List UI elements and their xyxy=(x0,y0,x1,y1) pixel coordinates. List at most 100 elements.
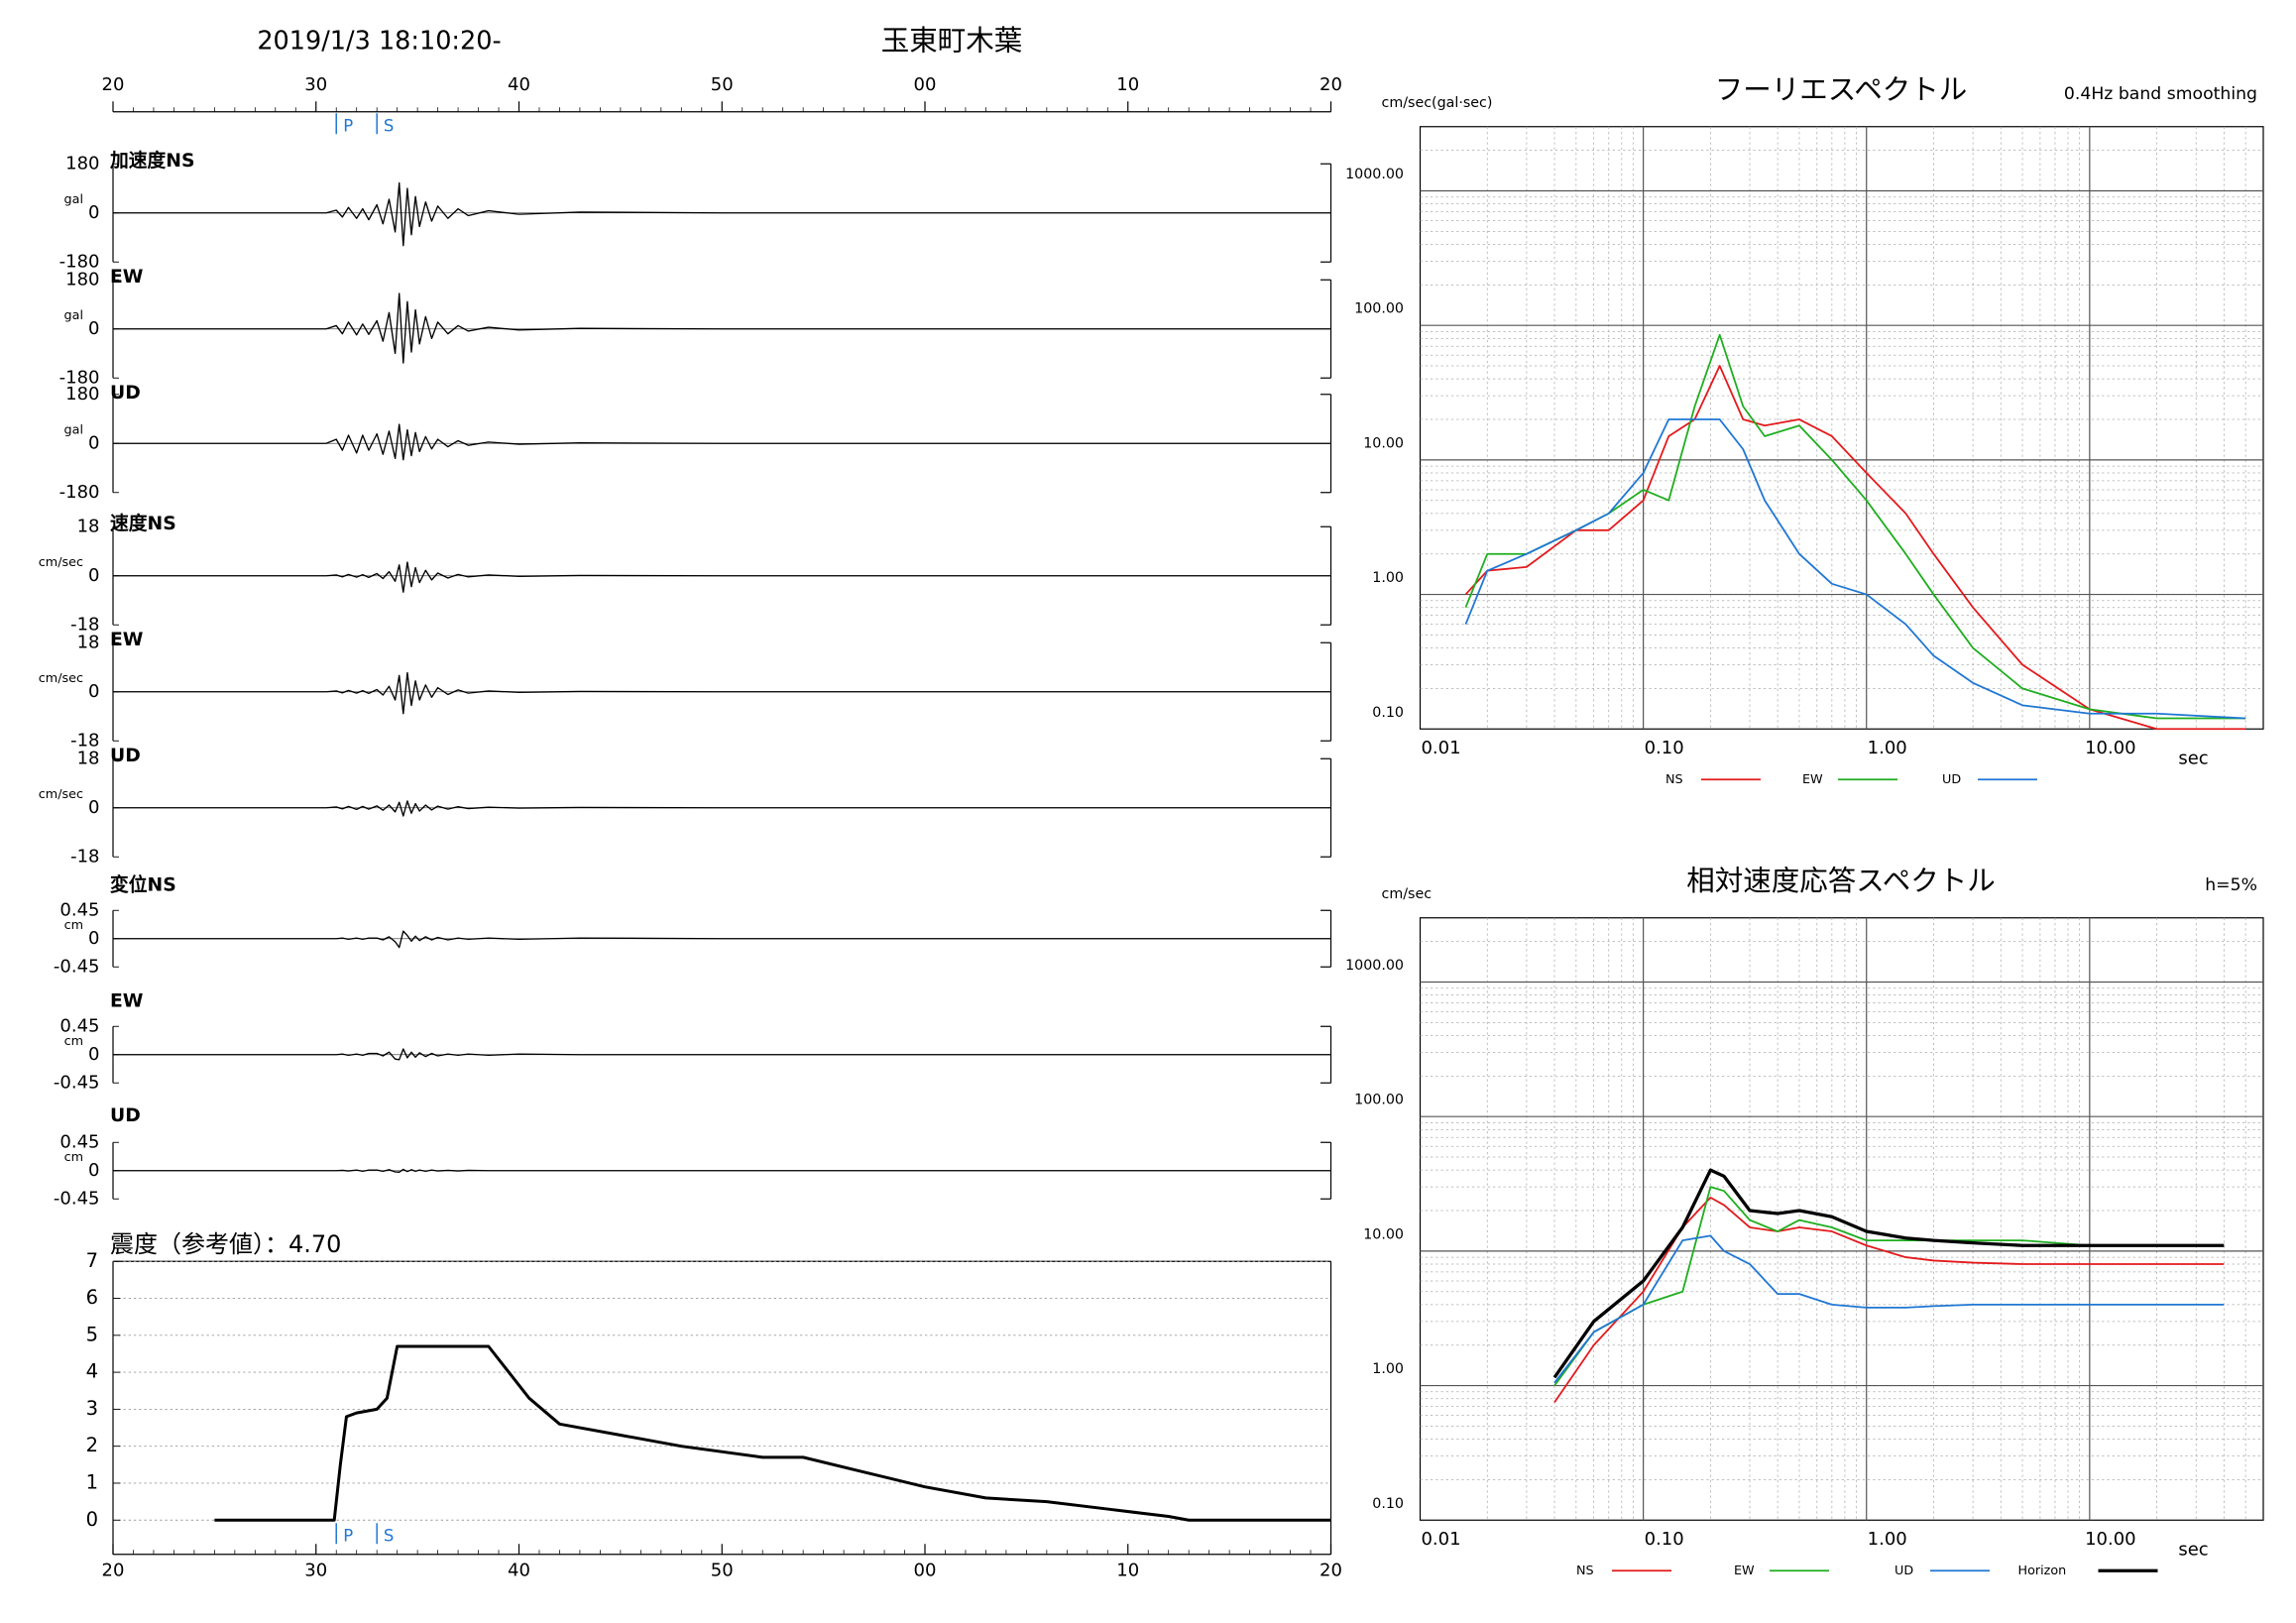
time-tick-label: 40 xyxy=(508,1560,530,1580)
datetime: 2019/1/3 18:10:20- xyxy=(257,26,501,56)
phase-label: P xyxy=(343,1526,353,1545)
y-tick-label: 7 xyxy=(86,1249,98,1272)
component-label: EW xyxy=(110,267,144,288)
waveform xyxy=(113,561,1331,593)
y-tick-label: 0 xyxy=(88,202,99,223)
legend-label: Horizon xyxy=(2018,1564,2067,1578)
y-tick-label: 0 xyxy=(88,432,99,453)
y-tick-label: 5 xyxy=(86,1323,98,1345)
x-axis-label: sec xyxy=(2178,1539,2208,1560)
unit-label: cm/sec xyxy=(39,671,83,686)
chart-subtitle: 0.4Hz band smoothing xyxy=(2064,84,2257,104)
y-tick-label: 0.45 xyxy=(59,1131,99,1152)
plot-frame xyxy=(1419,126,2264,730)
y-tick-label: 100.00 xyxy=(1354,301,1404,317)
y-tick-label: 180 xyxy=(65,153,99,174)
y-tick-label: 2 xyxy=(86,1434,98,1456)
y-tick-label: -18 xyxy=(70,730,99,751)
intensity-title: 震度（参考値）：4.70 xyxy=(110,1230,341,1258)
y-tick-label: -180 xyxy=(59,251,100,272)
x-axis-label: sec xyxy=(2178,748,2208,768)
y-axis-label: cm/sec xyxy=(1382,886,1433,902)
y-tick-label: 180 xyxy=(65,384,99,405)
y-tick-label: 10.00 xyxy=(1363,1226,1404,1242)
unit-label: gal xyxy=(64,308,83,323)
spectrum-line xyxy=(1464,418,2246,720)
spectrum-line xyxy=(1553,1186,2225,1387)
y-tick-label: 0 xyxy=(88,1044,99,1065)
x-tick-label: 10.00 xyxy=(2085,1529,2136,1550)
component-label: UD xyxy=(110,746,141,766)
x-tick-label: 0.10 xyxy=(1645,1529,1684,1550)
phase-label: S xyxy=(384,1526,394,1545)
y-tick-label: -0.45 xyxy=(54,956,100,977)
component-label: UD xyxy=(110,383,141,404)
legend-label: NS xyxy=(1576,1564,1594,1578)
plot-frame xyxy=(1419,917,2264,1521)
station-name: 玉東町木葉 xyxy=(881,24,1023,57)
y-tick-label: 10.00 xyxy=(1363,435,1404,451)
component-label: 加速度NS xyxy=(109,149,194,172)
y-tick-label: -18 xyxy=(70,614,99,635)
x-tick-label: 0.01 xyxy=(1421,1529,1460,1550)
x-tick-label: 0.10 xyxy=(1645,738,1684,758)
chart-subtitle: h=5% xyxy=(2205,875,2257,895)
time-tick-label: 50 xyxy=(711,74,734,95)
time-tick-label: 10 xyxy=(1116,1560,1139,1580)
component-label: EW xyxy=(110,990,144,1011)
y-tick-label: -18 xyxy=(70,846,99,867)
unit-label: cm xyxy=(64,1150,83,1165)
y-tick-label: 1 xyxy=(86,1470,98,1493)
y-tick-label: 0 xyxy=(88,681,99,702)
waveform xyxy=(113,800,1331,817)
y-tick-label: 1.00 xyxy=(1372,570,1404,586)
y-tick-label: 180 xyxy=(65,269,99,290)
time-tick-label: 40 xyxy=(508,74,530,95)
component-label: 変位NS xyxy=(110,872,176,895)
y-tick-label: 0 xyxy=(88,318,99,339)
y-tick-label: -0.45 xyxy=(54,1188,100,1209)
x-tick-label: 0.01 xyxy=(1421,738,1460,758)
waveform xyxy=(113,1168,1331,1174)
x-tick-label: 10.00 xyxy=(2085,738,2136,758)
intensity-line xyxy=(214,1344,1331,1522)
unit-label: gal xyxy=(64,192,83,207)
y-tick-label: 4 xyxy=(86,1360,98,1383)
time-tick-label: 30 xyxy=(304,1560,327,1580)
y-tick-label: 0 xyxy=(86,1508,98,1531)
time-tick-label: 00 xyxy=(914,74,937,95)
legend-label: UD xyxy=(1942,772,1961,787)
waveform xyxy=(113,930,1331,949)
y-tick-label: 1.00 xyxy=(1372,1361,1404,1377)
y-tick-label: 3 xyxy=(86,1397,98,1420)
y-tick-label: 1000.00 xyxy=(1345,958,1404,974)
y-tick-label: 0 xyxy=(88,797,99,818)
spectrum-line xyxy=(1464,365,2246,731)
y-tick-label: 18 xyxy=(77,632,100,652)
x-tick-label: 1.00 xyxy=(1868,738,1907,758)
x-tick-label: 1.00 xyxy=(1868,1529,1907,1550)
time-tick-label: 20 xyxy=(102,74,125,95)
waveform xyxy=(113,423,1331,461)
spectrum-line xyxy=(1553,1234,2225,1384)
time-tick-label: 20 xyxy=(1320,1560,1342,1580)
waveform xyxy=(113,292,1331,364)
y-tick-label: 0 xyxy=(88,1160,99,1181)
y-tick-label: -0.45 xyxy=(54,1072,100,1093)
time-tick-label: 20 xyxy=(102,1560,125,1580)
time-tick-label: 00 xyxy=(914,1560,937,1580)
y-tick-label: 18 xyxy=(77,748,100,768)
unit-label: cm xyxy=(64,918,83,933)
time-tick-label: 50 xyxy=(711,1560,734,1580)
component-label: UD xyxy=(110,1105,141,1126)
time-tick-label: 10 xyxy=(1116,74,1139,95)
y-tick-label: 100.00 xyxy=(1354,1093,1404,1108)
y-tick-label: 6 xyxy=(86,1286,98,1309)
unit-label: gal xyxy=(64,422,83,437)
component-label: EW xyxy=(110,630,144,650)
legend-label: EW xyxy=(1734,1564,1755,1578)
spectrum-line xyxy=(1552,1168,2225,1379)
waveform xyxy=(113,181,1331,247)
y-tick-label: 0.10 xyxy=(1372,1496,1404,1512)
